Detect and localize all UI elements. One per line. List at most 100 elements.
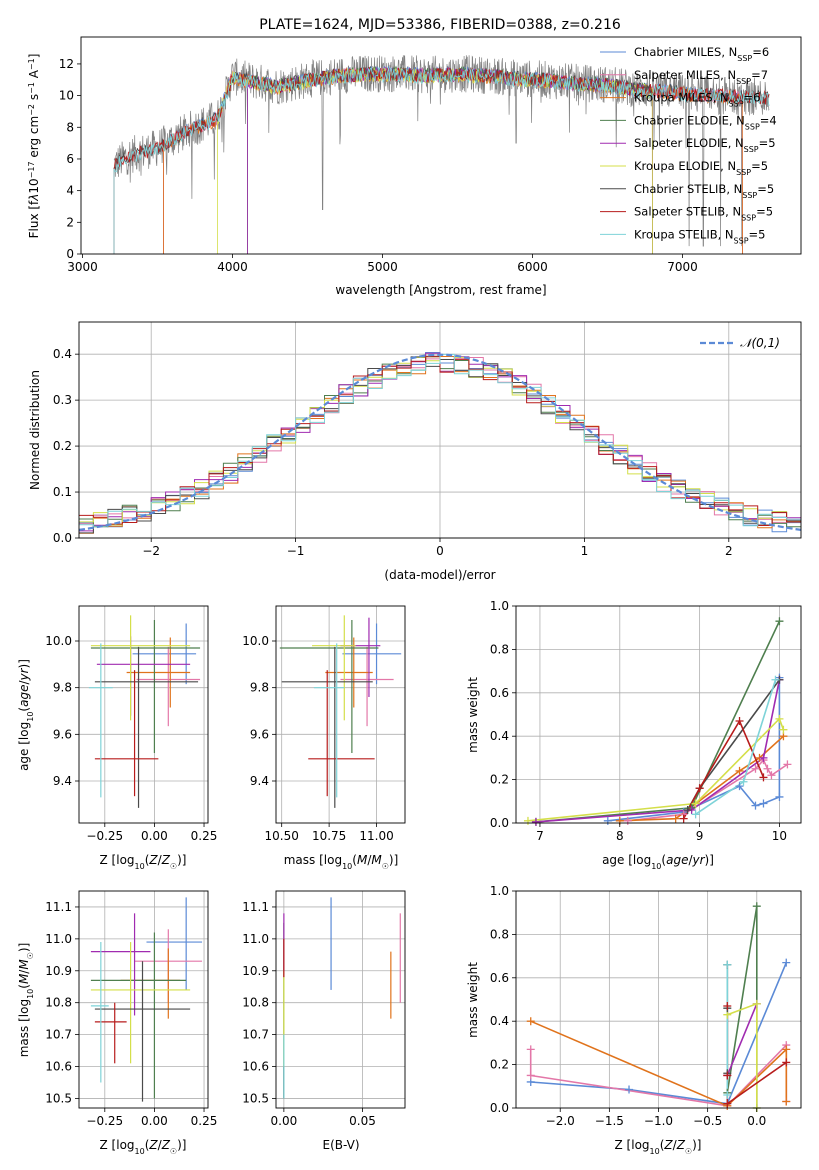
x-axis-label: wavelength [Angstrom, rest frame] <box>335 283 546 297</box>
x-tick-label: −1.0 <box>644 1114 673 1128</box>
legend-entry: 𝒩(0,1) <box>740 336 780 350</box>
y-tick-label: 0.2 <box>53 439 72 453</box>
weight-marker <box>759 799 768 808</box>
y-tick-label: 10.9 <box>45 964 72 978</box>
y-axis-label: mass weight <box>466 677 480 753</box>
weight-marker <box>723 960 732 969</box>
weight-marker <box>775 792 784 801</box>
y-tick-label: 10.8 <box>45 996 72 1010</box>
weight-marker <box>759 753 768 762</box>
x-axis-label: (data-model)/error <box>384 568 495 582</box>
y-tick-label: 10.0 <box>45 634 72 648</box>
x-tick-label: 8 <box>616 829 624 843</box>
y-tick-label: 0.8 <box>490 642 509 656</box>
x-tick-label: 0.00 <box>271 1114 298 1128</box>
axes-frame <box>515 605 802 824</box>
weight-marker <box>779 725 788 734</box>
y-tick-label: 8 <box>66 120 74 134</box>
weight-marker <box>683 805 692 814</box>
x-tick-label: −2.0 <box>546 1114 575 1128</box>
x-tick-label: 0 <box>436 544 444 558</box>
x-axis-label: Z [log10(Z/Z☉)] <box>615 1138 702 1156</box>
x-tick-label: 0.00 <box>141 829 168 843</box>
weight-marker <box>526 1017 535 1026</box>
y-tick-label: 0.0 <box>53 531 72 545</box>
chart-title: PLATE=1624, MJD=53386, FIBERID=0388, z=0… <box>259 17 621 33</box>
legend-entry: Salpeter ELODIE, NSSP=5 <box>634 136 776 154</box>
y-tick-label: 10.7 <box>45 1028 72 1042</box>
weight-marker <box>767 771 776 780</box>
x-tick-label: 10.50 <box>265 829 299 843</box>
y-tick-label: 10.6 <box>45 1060 72 1074</box>
weight-series-3 <box>726 906 758 1108</box>
weight-marker <box>763 764 772 773</box>
plot-area <box>279 615 402 808</box>
x-tick-label: −0.5 <box>693 1114 722 1128</box>
weight-marker <box>752 902 761 911</box>
x-tick-label: −0.25 <box>86 829 123 843</box>
plot-area <box>79 352 801 534</box>
legend-entry: Chabrier STELIB, NSSP=5 <box>634 182 774 200</box>
y-tick-label: 0.8 <box>490 927 509 941</box>
weight-marker <box>735 766 744 775</box>
weight-marker <box>782 1058 791 1067</box>
weight-marker <box>751 764 760 773</box>
weight-marker <box>751 801 760 810</box>
y-tick-label: 10.0 <box>242 634 269 648</box>
y-tick-label: 9.4 <box>53 774 72 788</box>
legend-entry: Kroupa MILES, NSSP=6 <box>634 91 760 109</box>
axes-frame <box>78 605 209 824</box>
x-tick-label: 0.25 <box>191 1114 218 1128</box>
weight-marker <box>723 1071 732 1080</box>
axes-frame <box>78 890 209 1109</box>
x-tick-label: 6000 <box>517 260 548 274</box>
x-axis-label: age [log10(age/yr)] <box>602 853 714 871</box>
chart-panel-1: −2 −1 0 1 2 0.0 0.1 0.2 0.3 0.4 (data-model)/error… <box>28 321 802 582</box>
weight-marker <box>691 799 700 808</box>
y-tick-label: 9.4 <box>250 774 269 788</box>
weight-marker <box>531 817 540 826</box>
weight-marker <box>775 714 784 723</box>
weight-marker <box>735 782 744 791</box>
y-tick-label: 0.0 <box>490 816 509 830</box>
x-tick-label: 0.00 <box>141 1114 168 1128</box>
y-tick-label: 0.3 <box>53 393 72 407</box>
chart-panel-4: 7 8 9 10 0.0 0.2 0.4 0.6 0.8 1.0 age [log10(age/yr… <box>466 599 802 871</box>
y-tick-label: 6 <box>66 152 74 166</box>
y-tick-label: 0.4 <box>53 347 72 361</box>
x-tick-label: 4000 <box>217 260 248 274</box>
legend-entry: Kroupa ELODIE, NSSP=5 <box>634 159 768 177</box>
legend-entry: Salpeter MILES, NSSP=7 <box>634 68 768 86</box>
y-axis-label: Flux [fλ10−17 erg cm−2 s−1 A−1] <box>27 54 42 239</box>
axes-frame <box>275 890 406 1109</box>
y-tick-label: 1.0 <box>490 884 509 898</box>
axes-frame <box>275 605 406 824</box>
weight-series-7 <box>682 719 765 820</box>
weight-series-4 <box>726 1003 758 1076</box>
x-axis-label: Z [log10(Z/Z☉)] <box>100 1138 187 1156</box>
y-axis-label: mass [log10(M/M☉)] <box>17 943 35 1058</box>
x-tick-label: 2 <box>725 544 733 558</box>
x-axis-label: E(B-V) <box>322 1138 359 1152</box>
y-tick-label: 11.1 <box>45 900 72 914</box>
x-tick-label: −0.25 <box>86 1114 123 1128</box>
y-tick-label: 0.2 <box>490 773 509 787</box>
y-tick-label: 0 <box>66 247 74 261</box>
weight-marker <box>723 1090 732 1099</box>
y-tick-label: 10.5 <box>242 1091 269 1105</box>
x-tick-label: 0.05 <box>349 1114 376 1128</box>
residual-histogram-7 <box>79 355 801 526</box>
weight-marker <box>775 617 784 626</box>
y-tick-label: 9.6 <box>250 727 269 741</box>
legend-entry: Kroupa STELIB, NSSP=5 <box>634 227 765 245</box>
x-tick-label: 10.75 <box>312 829 346 843</box>
x-axis-label: mass [log10(M/M☉)] <box>284 853 399 871</box>
x-tick-label: −1 <box>287 544 305 558</box>
x-tick-label: −2 <box>142 544 160 558</box>
weight-marker <box>691 810 700 819</box>
y-tick-label: 10.7 <box>242 1028 269 1042</box>
weight-marker <box>723 1099 732 1108</box>
y-tick-label: 9.6 <box>53 727 72 741</box>
weight-marker <box>759 773 768 782</box>
